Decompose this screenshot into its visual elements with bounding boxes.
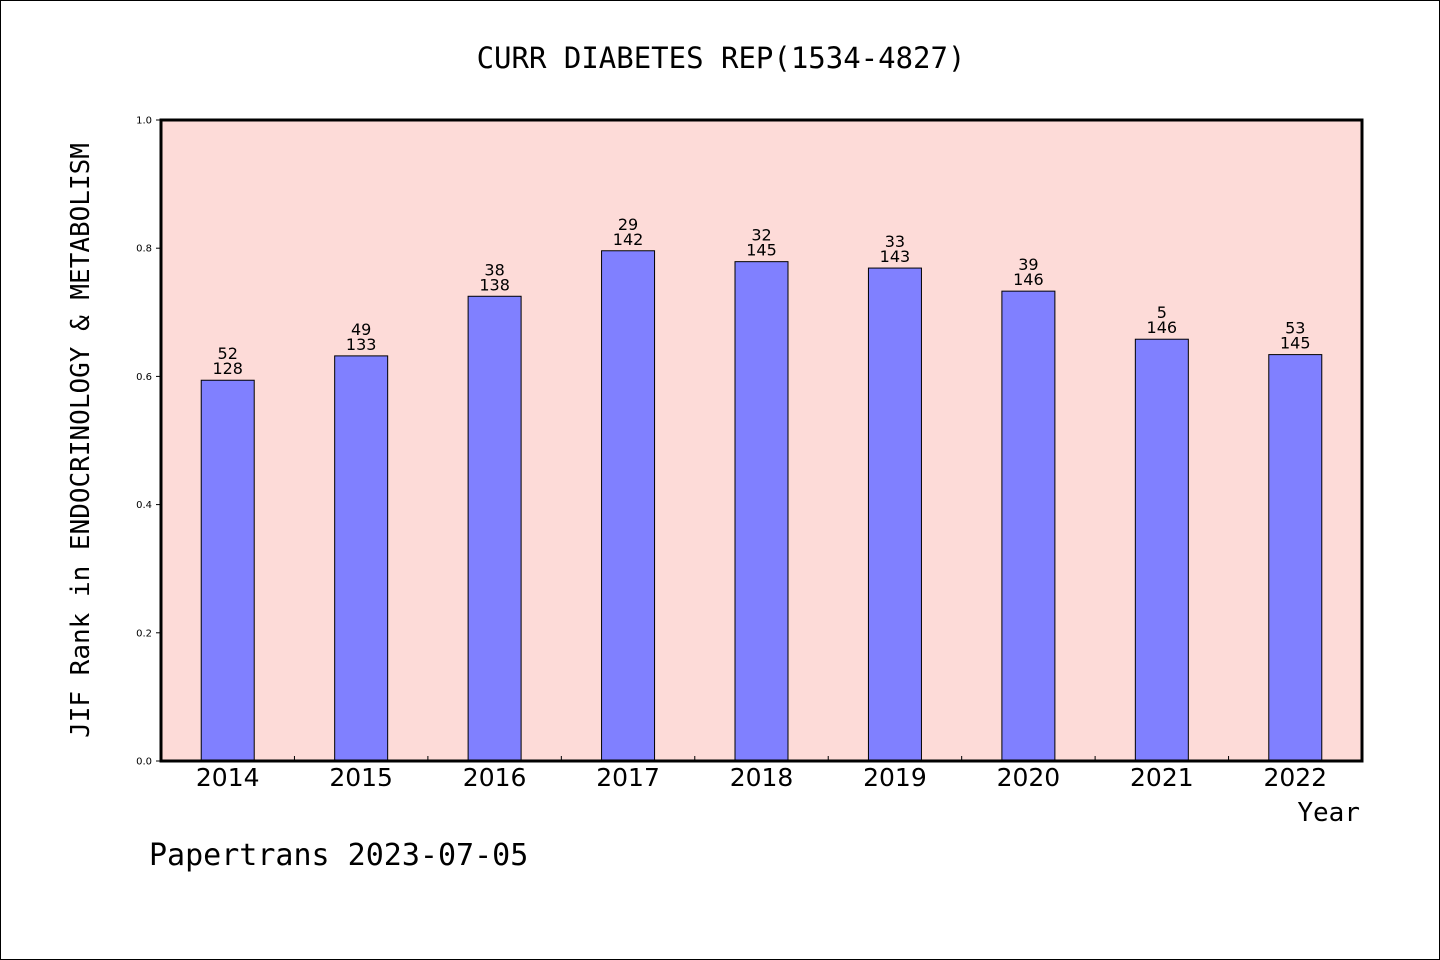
bar-total-label: 145 — [1280, 334, 1311, 353]
bar-rank-label: 53 — [1285, 319, 1305, 338]
y-axis: 0.0 0.2 0.4 0.6 0.8 1.0 — [136, 116, 161, 768]
y-tick-label: 1.0 — [136, 116, 152, 127]
bar-total-label: 143 — [880, 247, 911, 266]
y-tick-label: 0.6 — [136, 372, 152, 383]
bar-rank-label: 29 — [618, 215, 638, 234]
bar — [734, 261, 789, 762]
x-tick-label: 2018 — [730, 763, 794, 792]
bar-total-label: 145 — [746, 241, 777, 260]
bar — [1268, 354, 1323, 762]
bar-rank-label: 32 — [751, 226, 771, 245]
y-tick-label: 0.8 — [136, 244, 152, 255]
y-tick-label: 0.2 — [136, 628, 152, 639]
chart-title: CURR DIABETES REP(1534-4827) — [477, 41, 966, 75]
x-axis: 2014 2015 2016 2017 2018 2019 2020 2021 2022 — [196, 756, 1327, 792]
footer-watermark: Papertrans 2023-07-05 — [149, 838, 528, 873]
bar — [1001, 290, 1056, 762]
bar — [601, 250, 656, 762]
y-tick-label: 0.0 — [136, 757, 152, 768]
bar-total-label: 146 — [1013, 270, 1044, 289]
x-tick-label: 2017 — [596, 763, 660, 792]
x-axis-label: Year — [1297, 798, 1360, 828]
bars — [200, 250, 1323, 762]
bar — [867, 267, 922, 762]
bar-rank-label: 39 — [1018, 255, 1038, 274]
x-tick-label: 2014 — [196, 763, 260, 792]
bar — [334, 355, 389, 762]
bar-total-label: 138 — [479, 275, 510, 294]
bar — [200, 379, 255, 762]
x-tick-label: 2020 — [997, 763, 1061, 792]
bar-total-label: 128 — [212, 359, 243, 378]
bar-total-label: 146 — [1147, 318, 1178, 337]
x-tick-label: 2021 — [1130, 763, 1194, 792]
bar-rank-label: 38 — [484, 260, 504, 279]
bar-rank-label: 5 — [1157, 303, 1167, 322]
x-tick-label: 2019 — [863, 763, 927, 792]
bar — [467, 295, 522, 762]
bar-rank-label: 49 — [351, 320, 371, 339]
x-tick-label: 2015 — [329, 763, 393, 792]
x-tick-label: 2022 — [1263, 763, 1327, 792]
y-axis-label: JIF Rank in ENDOCRINOLOGY & METABOLISM — [66, 143, 96, 738]
bar-total-label: 142 — [613, 230, 644, 249]
plot-border — [159, 118, 1364, 763]
bar — [1134, 338, 1189, 762]
y-tick-label: 0.4 — [136, 500, 152, 511]
bar-rank-label: 52 — [218, 344, 238, 363]
bar-rank-label: 33 — [885, 232, 905, 251]
x-tick-label: 2016 — [463, 763, 527, 792]
bar-total-label: 133 — [346, 335, 377, 354]
